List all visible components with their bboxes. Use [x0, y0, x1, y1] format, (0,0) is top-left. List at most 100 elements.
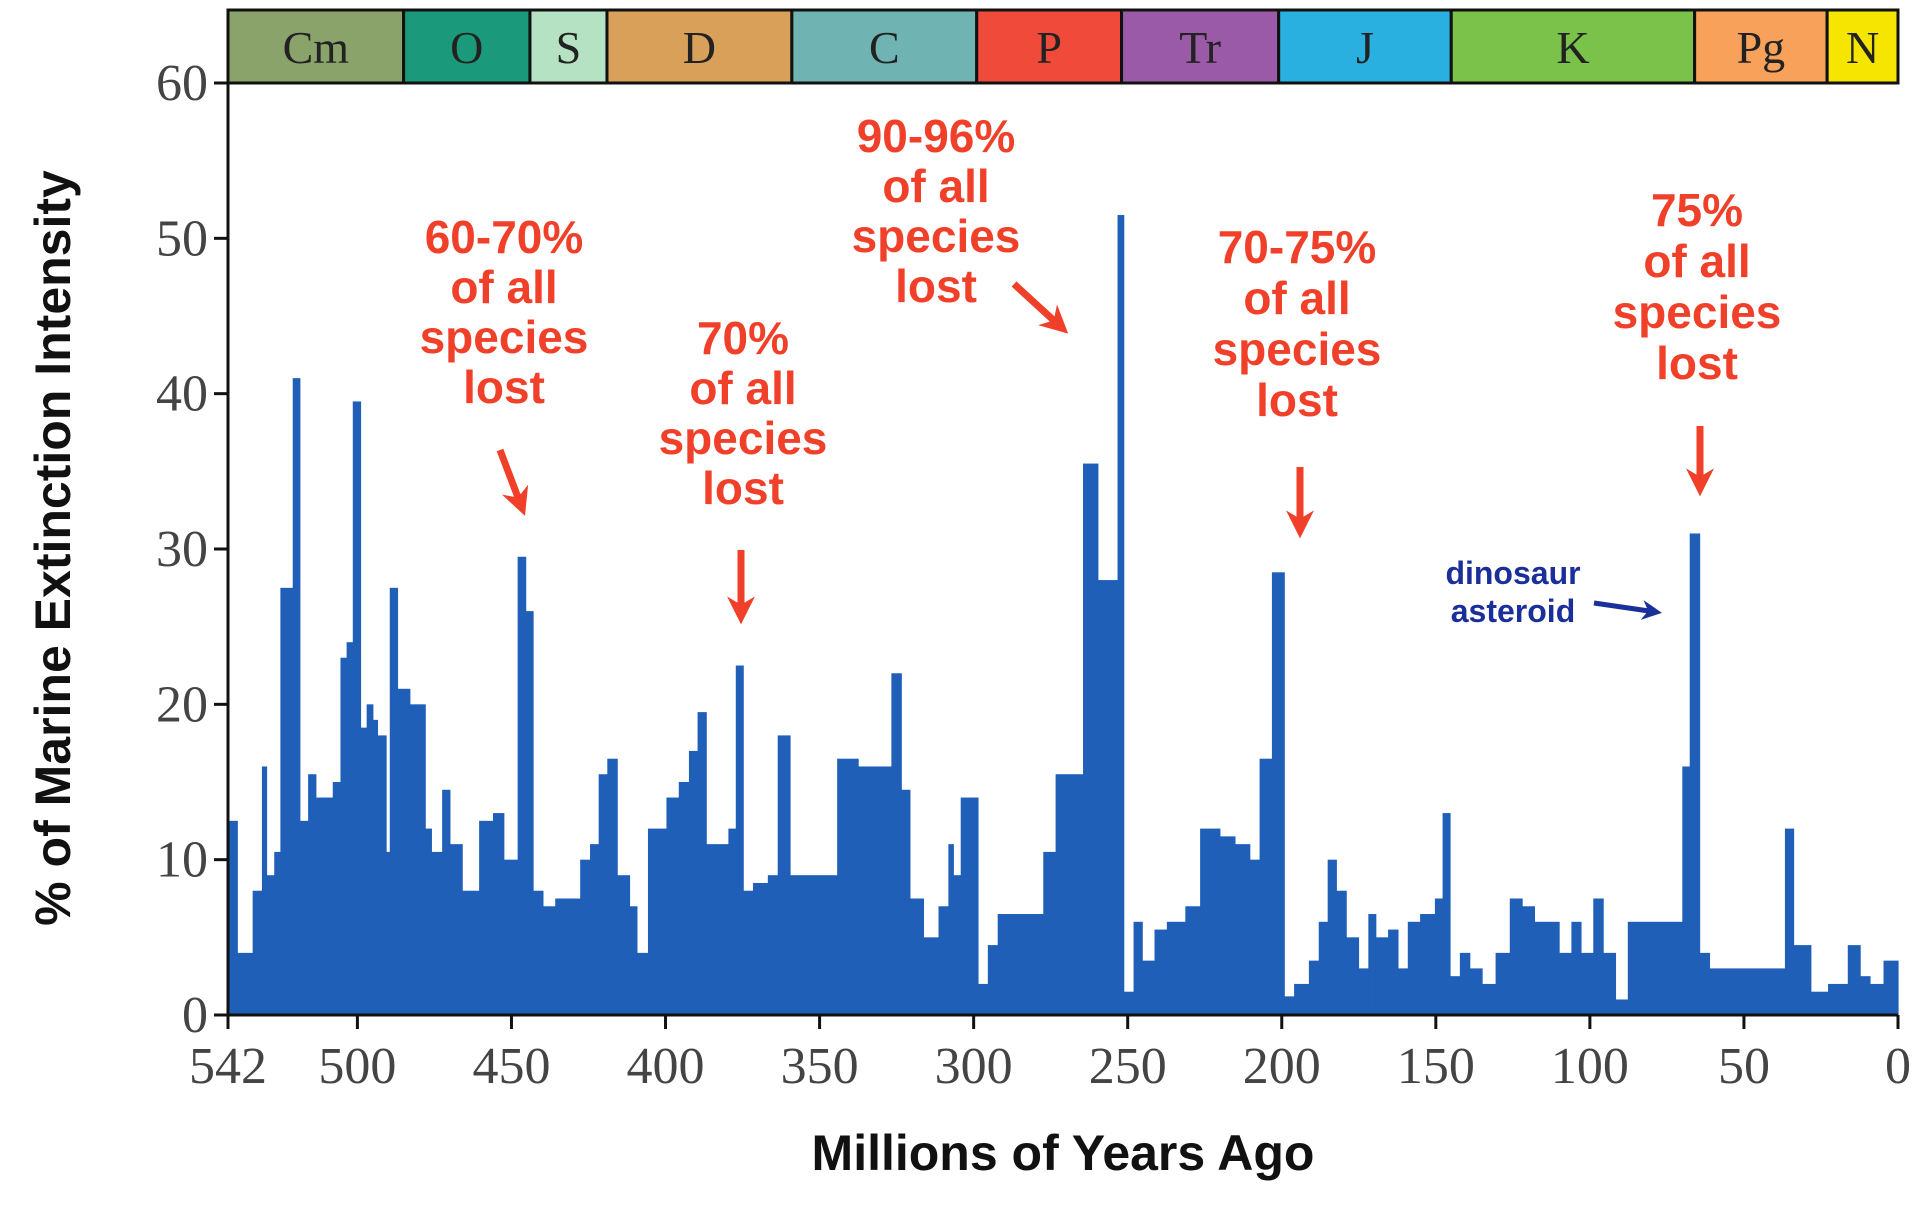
annotation-text: of all [882, 160, 989, 212]
bar [1133, 921, 1143, 1015]
bar [308, 774, 317, 1015]
annotation-arrow [496, 448, 529, 516]
bar [909, 898, 925, 1015]
bar [280, 587, 294, 1015]
bar [977, 983, 989, 1015]
bar [431, 851, 443, 1015]
bar [1388, 929, 1399, 1015]
annotation-text: 75% [1651, 184, 1743, 236]
bar [598, 774, 608, 1015]
annotation-text: of all [1643, 235, 1750, 287]
bar [1294, 983, 1310, 1015]
bar [252, 890, 263, 1015]
bar [377, 735, 387, 1015]
bar [1434, 898, 1444, 1015]
bar [938, 906, 949, 1015]
x-tick-label: 50 [1718, 1038, 1770, 1095]
x-tick-label: 200 [1243, 1038, 1321, 1095]
period-label: D [683, 22, 716, 73]
annotation-text: species [1613, 286, 1782, 338]
bar [891, 673, 902, 1015]
bar [960, 797, 979, 1015]
period-box [1449, 8, 1697, 85]
x-tick-label: 500 [318, 1038, 396, 1095]
period-box [1277, 8, 1453, 85]
bar [1219, 836, 1236, 1015]
bar [1869, 983, 1885, 1015]
bar [580, 859, 591, 1015]
y-tick-label: 40 [156, 366, 208, 423]
bar [228, 820, 238, 1015]
y-tick-label: 30 [156, 521, 208, 578]
annotation-text: species [1213, 323, 1382, 375]
period-label: Cm [283, 22, 350, 73]
x-tick-label: 100 [1551, 1038, 1629, 1095]
period-label: N [1846, 22, 1879, 73]
period-label: O [450, 22, 483, 73]
bar [1368, 914, 1377, 1015]
bar [332, 782, 342, 1015]
bar [533, 890, 544, 1015]
bar [1495, 952, 1511, 1015]
bar [503, 859, 519, 1015]
bar [366, 704, 374, 1015]
bar [389, 587, 399, 1015]
bar [607, 758, 618, 1015]
period-label: Tr [1179, 22, 1221, 73]
bar [1615, 999, 1629, 1015]
bar [987, 945, 999, 1015]
bar [1336, 890, 1347, 1015]
bar [517, 556, 527, 1015]
bar [1166, 921, 1186, 1015]
annotation-text: species [852, 210, 1021, 262]
bar [1580, 952, 1594, 1015]
annotation-text: of all [689, 362, 796, 414]
bar [442, 789, 451, 1015]
bar [997, 914, 1044, 1015]
annotation-arrow [1011, 281, 1069, 334]
bar [1603, 952, 1617, 1015]
bar [1828, 983, 1849, 1015]
bar [346, 642, 354, 1015]
bar [1509, 898, 1523, 1015]
bar [1571, 921, 1582, 1015]
bar [617, 875, 631, 1015]
bar [706, 844, 729, 1015]
bar [1627, 921, 1683, 1015]
bar [299, 820, 309, 1015]
annotation-text: lost [1256, 374, 1338, 426]
bar [1358, 968, 1369, 1015]
y-tick-label: 0 [182, 987, 208, 1044]
bar [1097, 580, 1119, 1015]
bar [1593, 898, 1604, 1015]
bar [1397, 968, 1409, 1015]
bar [1249, 859, 1261, 1015]
bar [525, 611, 534, 1015]
annotation-text: lost [702, 462, 784, 514]
bar [636, 952, 649, 1015]
bar [479, 820, 494, 1015]
bar [1534, 921, 1560, 1015]
bar [1043, 851, 1057, 1015]
y-tick-label: 10 [156, 832, 208, 889]
bar [1860, 976, 1871, 1015]
bar [409, 704, 426, 1015]
x-tick-label: 150 [1397, 1038, 1475, 1095]
x-tick-label: 542 [189, 1038, 267, 1095]
bar [1259, 758, 1273, 1015]
x-tick-label: 250 [1089, 1038, 1167, 1095]
bar [743, 890, 754, 1015]
bar [1318, 921, 1329, 1015]
period-box [790, 8, 979, 85]
x-axis-label: Millions of Years Ago [812, 1125, 1315, 1181]
bar [425, 828, 432, 1015]
annotation-text: species [659, 412, 828, 464]
bar [1847, 945, 1861, 1015]
bar [1308, 960, 1320, 1015]
bar [1375, 937, 1389, 1015]
bar [901, 789, 911, 1015]
period-box [1825, 8, 1900, 85]
bar [948, 844, 954, 1015]
annotation-text: lost [895, 260, 977, 312]
